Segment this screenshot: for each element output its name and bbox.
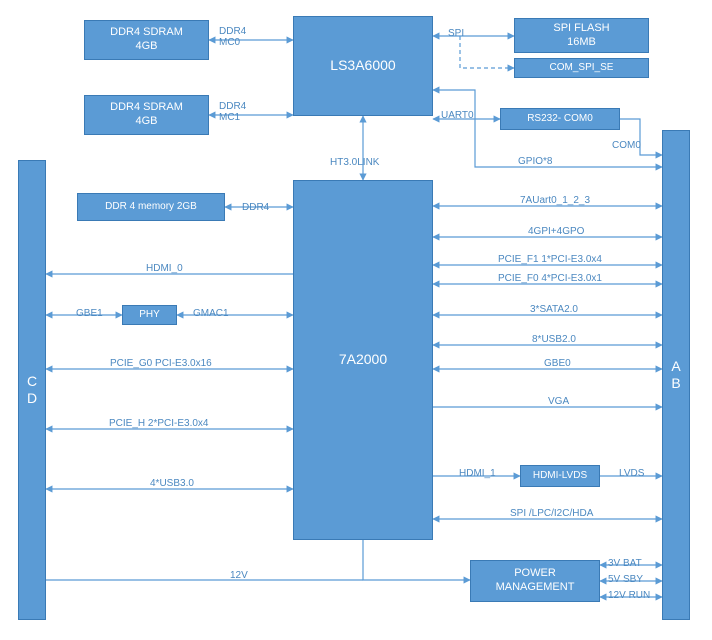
label-pcie_h: PCIE_H 2*PCI-E3.0x4 bbox=[109, 418, 209, 429]
label-com0: COM0 bbox=[612, 140, 641, 151]
label-gpi_gpo: 4GPI+4GPO bbox=[528, 226, 584, 237]
node-ddr4_mem2: DDR 4 memory 2GB bbox=[77, 193, 225, 221]
node-label: LS3A6000 bbox=[330, 57, 395, 75]
label-vga: VGA bbox=[548, 396, 569, 407]
edge bbox=[620, 119, 662, 155]
node-com_spi: COM_SPI_SE bbox=[514, 58, 649, 78]
node-label: PHY bbox=[139, 309, 160, 322]
label-ddr4_lbl: DDR4 bbox=[242, 202, 269, 213]
label-ddr4_mc0: DDR4MC0 bbox=[219, 26, 246, 48]
node-phy: PHY bbox=[122, 305, 177, 325]
label-ht30: HT3.0LINK bbox=[330, 157, 379, 168]
label-sby5: 5V SBY bbox=[608, 574, 643, 585]
node-label: DDR 4 memory 2GB bbox=[105, 201, 197, 214]
label-ddr4_mc1: DDR4MC1 bbox=[219, 101, 246, 123]
node-spi_flash: SPI FLASH16MB bbox=[514, 18, 649, 53]
label-v12: 12V bbox=[230, 570, 248, 581]
node-label: AB bbox=[671, 358, 680, 393]
node-label: CD bbox=[27, 373, 37, 408]
label-usb2: 8*USB2.0 bbox=[532, 334, 576, 345]
node-a7: 7A2000 bbox=[293, 180, 433, 540]
node-label: RS232- COM0 bbox=[527, 113, 593, 126]
label-hdmi1: HDMI_1 bbox=[459, 468, 496, 479]
node-ls3a: LS3A6000 bbox=[293, 16, 433, 116]
edge bbox=[363, 540, 470, 580]
label-gbe1: GBE1 bbox=[76, 308, 103, 319]
node-pwr_mgmt: POWERMANAGEMENT bbox=[470, 560, 600, 602]
node-label: DDR4 SDRAM4GB bbox=[110, 26, 183, 54]
label-hdmi0: HDMI_0 bbox=[146, 263, 183, 274]
label-bat3: 3V BAT bbox=[608, 558, 642, 569]
label-usb3: 4*USB3.0 bbox=[150, 478, 194, 489]
label-spi: SPI bbox=[448, 28, 464, 39]
label-pcie_f0: PCIE_F0 4*PCI-E3.0x1 bbox=[498, 273, 602, 284]
label-gpio8: GPIO*8 bbox=[518, 156, 552, 167]
node-hdmi_lvds: HDMI-LVDS bbox=[520, 465, 600, 487]
node-ddr4_bot: DDR4 SDRAM4GB bbox=[84, 95, 209, 135]
node-rs232: RS232- COM0 bbox=[500, 108, 620, 130]
node-label: 7A2000 bbox=[339, 351, 387, 369]
node-label: DDR4 SDRAM4GB bbox=[110, 101, 183, 129]
node-label: POWERMANAGEMENT bbox=[496, 567, 575, 595]
node-label: HDMI-LVDS bbox=[533, 470, 587, 483]
label-lvds: LVDS bbox=[619, 468, 644, 479]
node-cd: CD bbox=[18, 160, 46, 620]
label-pcie_f1: PCIE_F1 1*PCI-E3.0x4 bbox=[498, 254, 602, 265]
label-gbe0: GBE0 bbox=[544, 358, 571, 369]
label-spi_lpc: SPI /LPC/I2C/HDA bbox=[510, 508, 593, 519]
label-pcie_g0: PCIE_G0 PCI-E3.0x16 bbox=[110, 358, 212, 369]
label-run12: 12V RUN bbox=[608, 590, 650, 601]
node-ab: AB bbox=[662, 130, 690, 620]
node-label: SPI FLASH16MB bbox=[553, 22, 609, 50]
label-uart0: UART0 bbox=[441, 110, 474, 121]
label-sata: 3*SATA2.0 bbox=[530, 304, 578, 315]
node-label: COM_SPI_SE bbox=[550, 62, 614, 75]
node-ddr4_top: DDR4 SDRAM4GB bbox=[84, 20, 209, 60]
diagram-canvas: DDR4 SDRAM4GB DDR4 SDRAM4GB LS3A6000 SPI FL… bbox=[0, 0, 712, 640]
label-uart7a: 7AUart0_1_2_3 bbox=[520, 195, 590, 206]
edge bbox=[460, 36, 514, 68]
label-gmac1: GMAC1 bbox=[193, 308, 229, 319]
